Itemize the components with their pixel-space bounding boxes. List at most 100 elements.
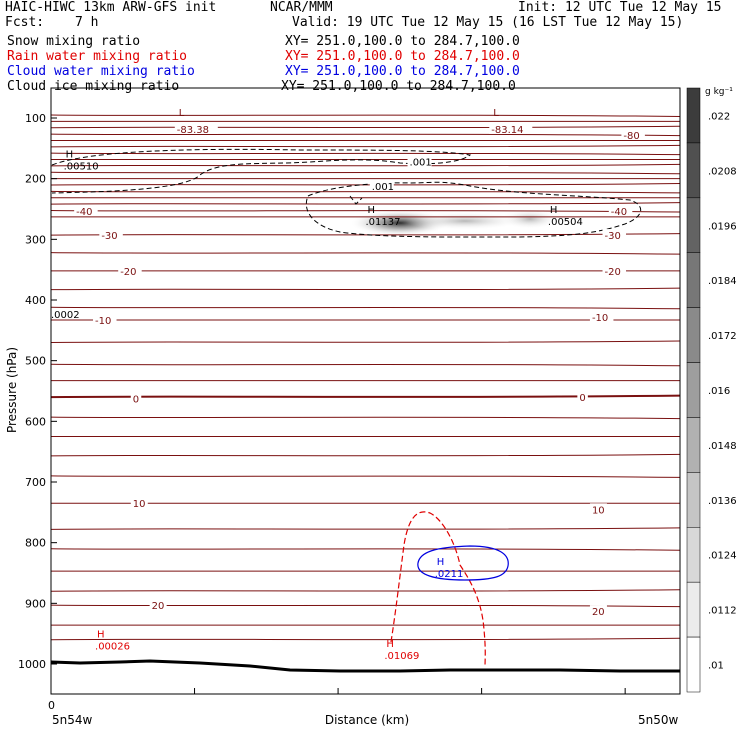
temp-label: -40 xyxy=(76,207,92,218)
colorbar-unit: g kg⁻¹ xyxy=(705,87,733,97)
extremum-mark: H xyxy=(386,639,394,650)
temp-label: -20 xyxy=(120,267,136,278)
snow-contour-upper xyxy=(51,148,472,194)
contour-label-bg xyxy=(369,179,394,191)
colorbar-label: .022 xyxy=(708,111,730,122)
colorbar-swatch xyxy=(686,581,701,638)
isotherm xyxy=(50,233,681,236)
temp-label-bg xyxy=(608,204,633,216)
colorbar-swatch xyxy=(686,362,701,418)
isotherm xyxy=(50,252,681,255)
snow-shade-east xyxy=(500,209,560,229)
temp-label-bg xyxy=(489,122,533,134)
colorbar-label: .0184 xyxy=(708,276,737,287)
y-tick-label: 400 xyxy=(25,294,46,307)
temp-label-bg xyxy=(589,503,607,515)
isotherm xyxy=(50,306,681,310)
temp-label-bg xyxy=(621,128,645,140)
y-tick-label: 500 xyxy=(25,355,46,368)
temp-label: -10 xyxy=(95,316,111,327)
contour-label: .001 xyxy=(410,158,432,169)
extremum-mark: L xyxy=(493,108,499,119)
isotherm xyxy=(50,475,681,478)
temp-label: 10 xyxy=(592,505,605,516)
extremum-mark: H xyxy=(550,205,558,216)
colorbar-swatch xyxy=(686,307,701,363)
contour-label: .001 xyxy=(372,182,394,193)
temp-label: -80 xyxy=(623,131,639,142)
cloud-water-contour xyxy=(417,545,509,581)
colorbar-label: .016 xyxy=(708,386,730,397)
legend-snow-label: Snow mixing ratio xyxy=(7,34,141,49)
org-label: NCAR/MMM xyxy=(270,0,333,15)
y-tick-label: 1000 xyxy=(18,658,46,671)
isotherm xyxy=(50,114,681,117)
colorbar-label: .0124 xyxy=(708,551,737,562)
colorbar-label: .0112 xyxy=(708,606,737,617)
colorbar-label: .0196 xyxy=(708,221,737,232)
contour-labels: .001 .001 xyxy=(369,155,432,193)
isotherm xyxy=(50,210,681,213)
temp-label-bg xyxy=(99,229,123,241)
colorbar-swatch xyxy=(686,142,701,199)
y-tick-label: 300 xyxy=(25,233,46,246)
isotherm xyxy=(50,589,681,592)
extrema-labels: L LH.00510H.01137H.00504.0002H.0211H.0002… xyxy=(51,108,583,662)
rain-contour xyxy=(390,511,486,668)
extremum-mark: L xyxy=(179,108,185,119)
extremum-mark: H xyxy=(66,149,74,160)
contour-label-bg xyxy=(407,155,432,167)
colorbar-swatch xyxy=(686,472,701,528)
colorbar-label: .0136 xyxy=(708,496,737,507)
temp-label: -83.14 xyxy=(491,125,523,136)
temp-label-bg xyxy=(589,310,614,322)
x-axis-title: Distance (km) xyxy=(325,713,409,727)
y-tick-label: 900 xyxy=(25,597,46,610)
temp-label-bg xyxy=(118,264,142,276)
isotherm xyxy=(50,190,681,194)
temp-label: -40 xyxy=(611,207,627,218)
temp-label-bg xyxy=(149,599,167,611)
temp-label: -30 xyxy=(101,231,117,242)
colorbar-swatch xyxy=(686,636,701,693)
temp-label-bg xyxy=(174,122,218,134)
temp-label-bg xyxy=(602,264,627,276)
y-tick-label: 200 xyxy=(25,173,46,186)
colorbar-swatch xyxy=(686,87,701,144)
legend-cloud-ice-label: Cloud ice mixing ratio xyxy=(7,79,180,94)
legend-rain-label: Rain water mixing ratio xyxy=(7,49,188,64)
colorbar-swatch xyxy=(686,197,701,253)
temp-label-bg xyxy=(602,229,627,241)
x-left-label: 5n54w xyxy=(52,713,93,727)
isotherm xyxy=(50,133,681,137)
legend-snow-xy: XY= 251.0,100.0 to 284.7,100.0 xyxy=(285,34,520,49)
isotherm xyxy=(50,163,681,167)
x-tick-label-0: 0 xyxy=(48,699,55,712)
colorbar-label: .0172 xyxy=(708,331,737,342)
isotherm xyxy=(50,394,681,399)
isotherm xyxy=(50,183,681,186)
plot-frame xyxy=(50,87,681,695)
extremum-mark: H xyxy=(368,205,376,216)
extremum-value: .01137 xyxy=(366,217,401,228)
y-axis: 100 200 300 400 500 600 700 800 900 1000 xyxy=(18,112,57,671)
temperature-contours xyxy=(50,114,681,641)
snow-contour-lower xyxy=(306,181,642,238)
colorbar-swatch xyxy=(686,417,701,473)
isotherm xyxy=(50,604,681,608)
isotherm xyxy=(50,152,681,156)
extremum-value: .00026 xyxy=(95,642,130,653)
isotherm xyxy=(50,287,681,291)
extremum-mark: H xyxy=(97,630,105,641)
temp-label: 20 xyxy=(592,607,605,618)
y-tick-label: 100 xyxy=(25,112,46,125)
temp-label-bg xyxy=(74,204,98,216)
legend-cloud-ice-xy: XY= 251.0,100.0 to 284.7,100.0 xyxy=(281,79,516,94)
isotherm xyxy=(50,453,681,457)
colorbar: .022 .0208 .0196 .0184 .0172 .016 .0148 .0136 .0… xyxy=(686,87,737,693)
y-tick-label: 600 xyxy=(25,415,46,428)
colorbar-swatch xyxy=(686,252,701,308)
isotherm xyxy=(50,548,681,551)
temp-label: -10 xyxy=(592,313,608,324)
